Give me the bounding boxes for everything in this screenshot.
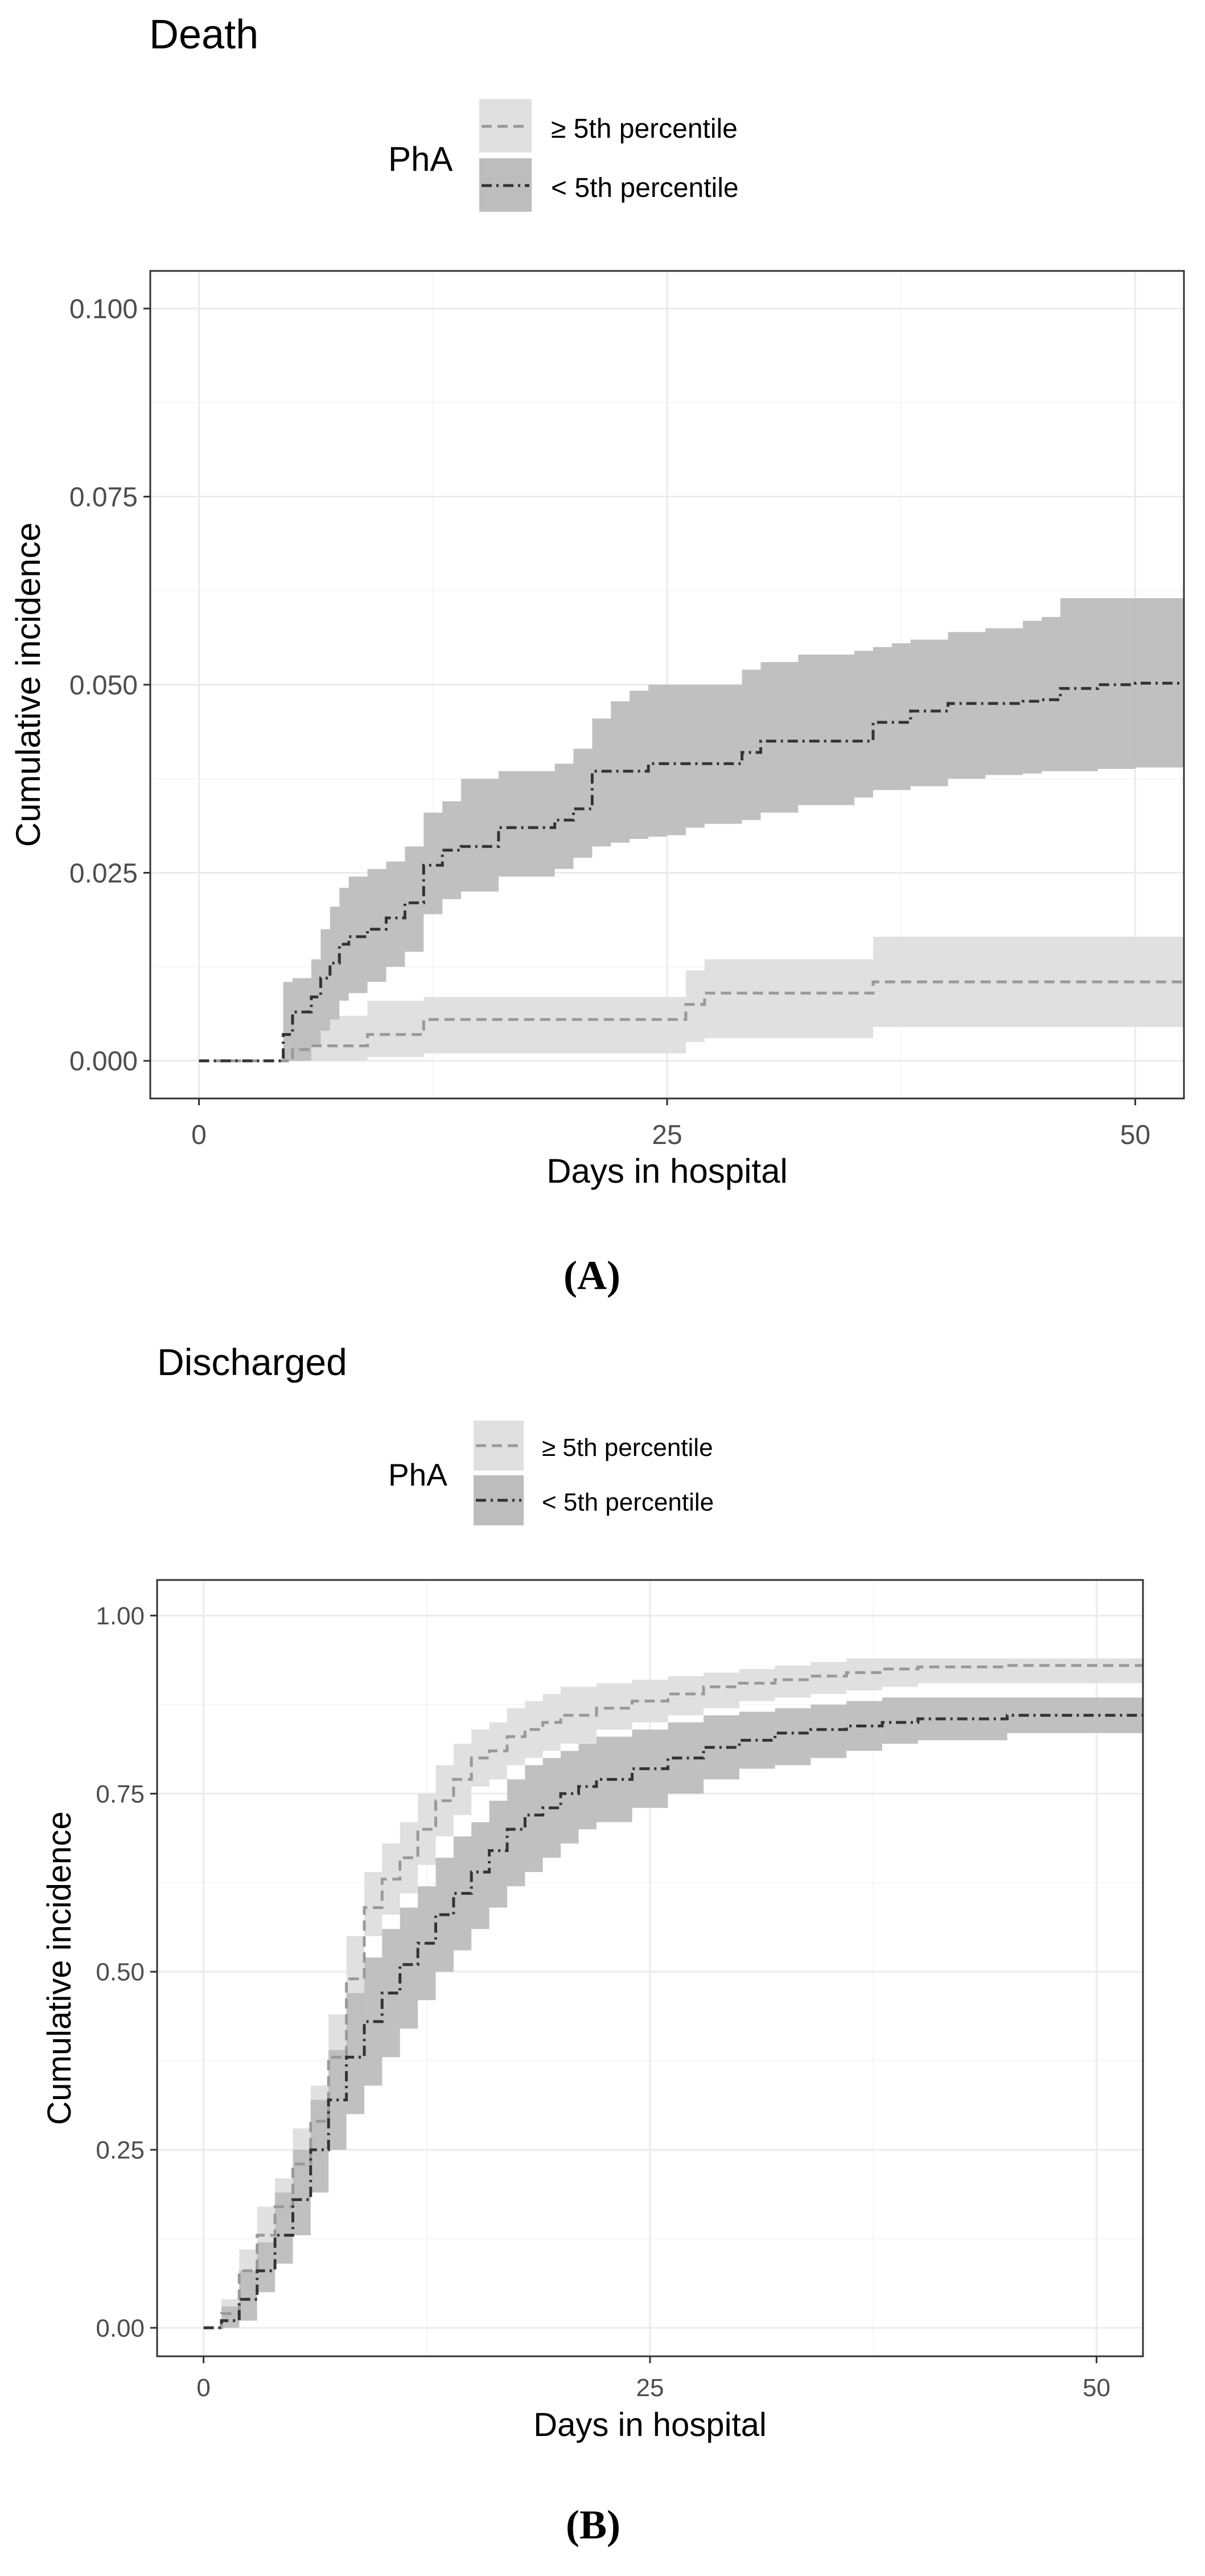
panel-a: Death PhA ≥ 5th percentile < 5th percent… xyxy=(9,12,1185,1298)
panel-b-caption: (B) xyxy=(566,2502,620,2548)
panel-a-y-tick-label-0.025: 0.025 xyxy=(69,858,138,888)
panel-b: Discharged PhA ≥ 5th percentile < 5th pe… xyxy=(41,1341,1144,2548)
panel-a-legend-label-ge: ≥ 5th percentile xyxy=(551,114,738,144)
panel-b-line-lt xyxy=(203,1714,1143,2330)
panel-a-x-axis-title: Days in hospital xyxy=(546,1152,788,1190)
panel-b-x-axis-title: Days in hospital xyxy=(533,2406,766,2443)
panel-b-x-tick-label-0: 0 xyxy=(196,2374,210,2402)
panel-b-y-tick-label-0.25: 0.25 xyxy=(96,2137,145,2165)
panel-a-confidence-bands xyxy=(199,598,1184,1061)
panel-a-band-ge xyxy=(199,936,1184,1061)
panel-b-y-tick-label-0.5: 0.50 xyxy=(96,1958,145,1986)
panel-a-legend-label-lt: < 5th percentile xyxy=(551,173,739,203)
panel-b-title: Discharged xyxy=(157,1341,347,1383)
panel-a-y-tick-label-0.075: 0.075 xyxy=(69,482,138,512)
panel-a-caption-letter: A xyxy=(577,1253,607,1298)
panel-b-y-tick-label-0: 0.00 xyxy=(96,2314,145,2342)
panel-a-x-tick-label-50: 50 xyxy=(1120,1120,1150,1150)
panel-b-caption-letter: B xyxy=(579,2502,607,2548)
panel-b-line-ge xyxy=(203,1664,1143,2330)
panel-a-title: Death xyxy=(149,12,258,57)
panel-a-x-tick-label-25: 25 xyxy=(652,1120,682,1150)
panel-a-y-tick-label-0.1: 0.100 xyxy=(69,294,138,324)
panel-b-band-ge xyxy=(203,1658,1144,2328)
panel-b-confidence-bands xyxy=(203,1658,1144,2328)
panel-a-line-ge xyxy=(199,980,1184,1063)
panel-b-band-lt xyxy=(203,1697,1144,2328)
panel-b-legend-label-lt: < 5th percentile xyxy=(542,1488,714,1516)
panel-a-y-tick-label-0.05: 0.050 xyxy=(69,670,138,701)
panel-b-legend: PhA ≥ 5th percentile < 5th percentile xyxy=(388,1421,714,1525)
panel-a-x-tick-label-0: 0 xyxy=(191,1120,207,1150)
panel-b-legend-title: PhA xyxy=(388,1457,447,1492)
panel-b-series-lines xyxy=(203,1664,1143,2330)
panel-a-caption: (A) xyxy=(564,1253,620,1298)
panel-a-line-lt xyxy=(199,681,1184,1063)
panel-b-y-tick-label-0.75: 0.75 xyxy=(96,1780,145,1808)
panel-b-ticks: 0 25 50 0.00 0.25 0.50 0.75 1.00 xyxy=(96,1602,1111,2402)
panel-b-y-axis-title: Cumulative incidence xyxy=(41,1811,78,2125)
panel-a-y-tick-label-0: 0.000 xyxy=(69,1047,138,1077)
panel-a-y-axis-title: Cumulative incidence xyxy=(9,522,47,847)
panel-b-legend-label-ge: ≥ 5th percentile xyxy=(542,1434,713,1462)
panel-a-ticks: 0 25 50 0.000 0.025 0.050 0.075 0.100 xyxy=(69,294,1150,1150)
panel-a-series-lines xyxy=(199,681,1184,1063)
panel-a-band-lt xyxy=(199,598,1184,1061)
panel-b-x-tick-label-25: 25 xyxy=(636,2374,664,2402)
panel-b-x-tick-label-50: 50 xyxy=(1083,2374,1111,2402)
panel-a-legend-title: PhA xyxy=(388,140,453,178)
panel-a-legend: PhA ≥ 5th percentile < 5th percentile xyxy=(388,99,739,212)
panel-b-y-tick-label-1: 1.00 xyxy=(96,1602,145,1630)
